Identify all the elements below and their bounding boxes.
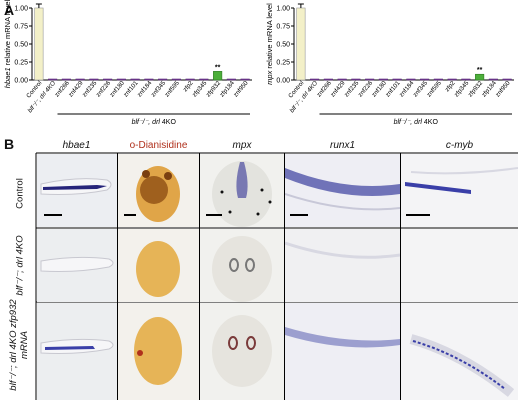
mpx-chart-significance: **: [477, 67, 483, 74]
mpx-chart-y-tick-label: 0.50: [276, 42, 290, 49]
image-rescue-o-dianisidine: [118, 303, 199, 400]
row-header-control: Control: [14, 178, 26, 209]
mpx-chart-bar-11: [447, 78, 457, 81]
hbae1-chart-bar-0: [34, 7, 44, 81]
mpx-chart-bar-15: [502, 78, 512, 81]
mpx-chart-bar-3: [337, 78, 347, 81]
image-rescue-hbae1: [37, 303, 117, 400]
scale-bar-hbae1: [44, 214, 62, 216]
hbae1-chart-bar-1: [48, 78, 58, 81]
mpx-chart-bar-6: [378, 78, 388, 81]
image-4ko-o-dianisidine: [118, 229, 199, 302]
hbae1-chart-group-label: blf⁻/⁻, drl 4KO: [132, 119, 177, 126]
hbae1-chart-x-tick-label: znf595: [164, 79, 182, 98]
mpx-chart-y-axis-title: mpx relative mRNA level: [265, 3, 274, 85]
scale-bar-c-myb: [406, 214, 430, 216]
mpx-chart-bar-10: [433, 78, 443, 81]
mpx-chart-bar-12: [461, 78, 471, 81]
hbae1-chart-bar-15: [240, 78, 250, 81]
mpx-chart-x-tick-label: znf595: [426, 79, 444, 98]
image-4ko-runx1: [285, 229, 400, 302]
mpx-chart-bar-2: [323, 78, 333, 81]
col-header-hbae1: hbae1: [62, 140, 91, 151]
mpx-chart-bar-13: [475, 73, 485, 81]
col-header-runx1: runx1: [329, 140, 355, 151]
image-4ko-hbae1: [37, 229, 117, 302]
hbae1-chart-bar-3: [75, 78, 85, 81]
hbae1-chart-x-tick-label: znf950: [232, 79, 250, 98]
hbae1-chart-bar-8: [144, 78, 154, 81]
mpx-chart-bar-1: [310, 78, 320, 81]
mpx-chart-bar-7: [392, 78, 402, 81]
mpx-chart-bar-5: [365, 78, 375, 81]
mpx-chart-y-tick-label: 0.00: [276, 78, 290, 85]
hbae1-chart-y-tick-label: 0.25: [14, 60, 28, 67]
hbae1-chart-bar-13: [213, 71, 223, 81]
image-rescue-c-myb: [401, 303, 518, 400]
image-control-c-myb: [401, 154, 518, 227]
col-header-mpx: mpx: [232, 140, 252, 151]
row-header-rescue: blf⁻/⁻; drl 4KO zfp932 mRNA: [8, 299, 30, 391]
hbae1-chart-y-tick-label: 0.75: [14, 24, 28, 31]
hbae1-chart-y-tick-label: 1.00: [14, 6, 28, 13]
mpx-chart-bar-8: [406, 78, 416, 81]
hbae1-chart-bar-6: [116, 78, 126, 81]
image-rescue-mpx: [200, 303, 284, 400]
image-4ko-mpx: [200, 229, 284, 302]
mpx-chart-y-tick-label: 0.75: [276, 24, 290, 31]
scale-bar-runx1: [290, 214, 308, 216]
hbae1-chart-significance: **: [215, 64, 221, 71]
hbae1-chart-bar-9: [158, 78, 168, 81]
col-header-c-myb: c-myb: [445, 140, 474, 151]
mpx-chart-x-tick-label: znf950: [494, 79, 512, 98]
hbae1-chart-y-tick-label: 0.50: [14, 42, 28, 49]
panel-b-label: B: [4, 136, 15, 152]
image-rescue-runx1: [285, 303, 400, 400]
scale-bar-o-dianisidine: [124, 214, 136, 216]
image-4ko-c-myb: [401, 229, 518, 302]
hbae1-chart-bar-10: [171, 78, 181, 81]
col-header-o-dianisidine: o-Dianisidine: [129, 140, 188, 151]
mpx-chart-bar-4: [351, 78, 361, 81]
hbae1-chart-bar-5: [103, 78, 113, 81]
image-control-hbae1: [37, 154, 117, 227]
hbae1-chart-bar-7: [130, 78, 140, 81]
image-control-o-dianisidine: [118, 154, 199, 227]
mpx-chart-bar-14: [488, 78, 498, 81]
hbae1-chart-bar-14: [226, 78, 236, 81]
mpx-chart-bar-0: [296, 7, 306, 81]
mpx-chart-y-tick-label: 0.25: [276, 60, 290, 67]
image-control-runx1: [285, 154, 400, 227]
mpx-chart-y-tick-label: 1.00: [276, 6, 290, 13]
hbae1-chart-y-axis-title: hbae1 relative mRNA level: [3, 0, 12, 88]
hbae1-chart-bar-12: [199, 78, 209, 81]
hbae1-chart-bar-11: [185, 78, 195, 81]
scale-bar-mpx: [206, 214, 222, 216]
hbae1-chart-bar-2: [61, 78, 71, 81]
mpx-chart-bar-9: [420, 78, 430, 81]
panel-a-label: A: [4, 2, 15, 18]
image-control-mpx: [200, 154, 284, 227]
hbae1-chart-bar-4: [89, 78, 99, 81]
hbae1-chart-y-tick-label: 0.00: [14, 78, 28, 85]
mpx-chart-group-label: blf⁻/⁻, drl 4KO: [394, 119, 439, 126]
